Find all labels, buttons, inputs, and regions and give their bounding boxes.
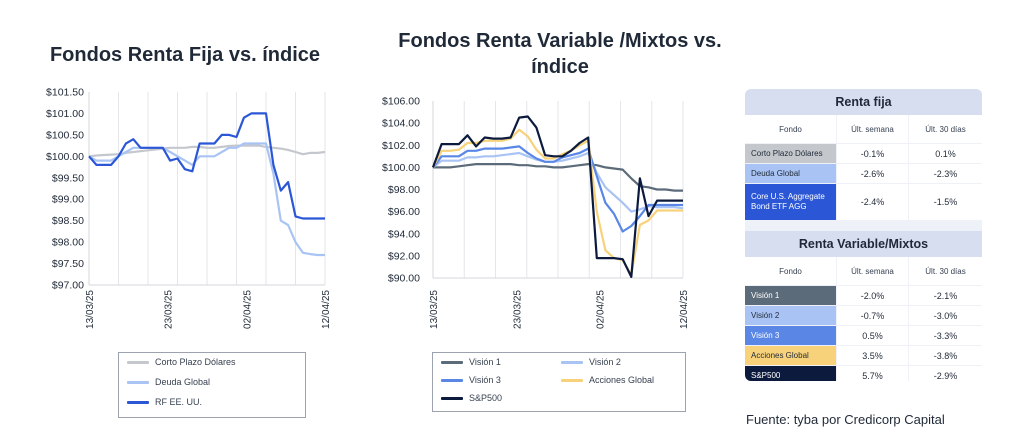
- chart-title-renta-variable: Fondos Renta Variable /Mixtos vs. índice: [398, 30, 722, 78]
- legend-swatch: [127, 380, 149, 384]
- series-line-s-p500: [431, 115, 683, 278]
- y-tick-label: $102.00: [382, 140, 420, 152]
- x-tick-label: 23/03/25: [512, 290, 523, 329]
- y-tick-label: $98.00: [388, 184, 420, 196]
- y-tick-label: $97.50: [52, 258, 84, 270]
- source-note: Fuente: tyba por Credicorp Capital: [746, 412, 945, 427]
- legend-label: S&P500: [469, 393, 503, 403]
- table-30d-cell: -3.0%: [909, 306, 982, 325]
- legend-swatch: [561, 360, 583, 364]
- x-tick-label: 13/03/25: [85, 290, 96, 329]
- table-col-week: Últ. semana: [837, 115, 908, 143]
- legend-label: RF EE. UU.: [155, 397, 203, 407]
- table-col-week: Últ. semana: [837, 257, 908, 285]
- legend-swatch: [441, 360, 463, 364]
- table-week-cell: 0.5%: [837, 326, 908, 345]
- table-week-cell: -2.4%: [837, 184, 908, 220]
- table-30d-cell: 0.1%: [909, 144, 982, 163]
- table-week-cell: -2.0%: [837, 286, 908, 305]
- series-line-deuda-global: [88, 142, 325, 257]
- series-line-rf-ee-uu-: [88, 112, 325, 220]
- series-line-corto-plazo-d-lares: [88, 144, 326, 158]
- x-tick-label: 13/03/25: [429, 290, 440, 329]
- table-col-fondo: Fondo: [745, 257, 836, 285]
- y-tick-label: $97.00: [52, 280, 84, 292]
- legend-label: Visión 1: [469, 357, 501, 367]
- y-tick-label: $100.00: [46, 151, 84, 163]
- y-tick-label: $99.00: [52, 194, 84, 206]
- y-tick-label: $100.50: [46, 129, 84, 141]
- legend-item: Acciones Global: [561, 375, 654, 385]
- y-tick-label: $101.00: [46, 108, 84, 120]
- table-30d-cell: -3.3%: [909, 326, 982, 345]
- legend-label: Deuda Global: [155, 377, 211, 387]
- legend-item: Deuda Global: [127, 377, 210, 387]
- y-tick-label: $104.00: [382, 118, 420, 130]
- legend-label: Visión 2: [589, 357, 621, 367]
- table-section-header: Renta fija: [745, 89, 982, 115]
- table-fund-cell: Core U.S. Aggregate Bond ETF AGG: [745, 184, 836, 220]
- legend-label: Acciones Global: [589, 375, 655, 385]
- legend-item: Corto Plazo Dólares: [127, 357, 236, 367]
- table-30d-cell: -2.9%: [909, 366, 982, 381]
- y-tick-label: $92.00: [388, 250, 420, 262]
- y-tick-label: $106.00: [382, 96, 420, 108]
- legend-item: RF EE. UU.: [127, 397, 202, 407]
- table-fund-cell: Visión 3: [745, 326, 836, 345]
- legend-renta-variable: Visión 1 Visión 2 Visión 3 Acciones Global S…: [432, 352, 686, 412]
- y-tick-label: $96.00: [388, 206, 420, 218]
- y-tick-label: $99.50: [52, 172, 84, 184]
- table-30d-cell: -1.5%: [909, 184, 982, 220]
- returns-table: Renta fija Fondo Últ. semana Últ. 30 días Co…: [745, 89, 982, 381]
- legend-item: Visión 2: [561, 357, 621, 367]
- table-col-30d: Últ. 30 días: [909, 257, 982, 285]
- legend-item: Visión 3: [441, 375, 501, 385]
- legend-swatch: [441, 378, 463, 382]
- table-fund-cell: Deuda Global: [745, 164, 836, 183]
- y-tick-label: $100.00: [382, 162, 420, 174]
- y-tick-label: $98.50: [52, 215, 84, 227]
- table-fund-cell: Visión 2: [745, 306, 836, 325]
- y-tick-label: $90.00: [388, 273, 420, 285]
- y-tick-label: $94.00: [388, 228, 420, 240]
- table-week-cell: -0.1%: [837, 144, 908, 163]
- table-fund-cell: Acciones Global: [745, 346, 836, 365]
- table-fund-cell: Corto Plazo Dólares: [745, 144, 836, 163]
- table-30d-cell: -3.8%: [909, 346, 982, 365]
- table-fund-cell: Visión 1: [745, 286, 836, 305]
- legend-renta-fija: Corto Plazo Dólares Deuda Global RF EE. UU…: [118, 352, 306, 418]
- series-line-visi-n-2: [432, 151, 684, 213]
- x-tick-label: 12/04/25: [679, 290, 690, 329]
- table-col-fondo: Fondo: [745, 115, 836, 143]
- legend-swatch: [127, 400, 149, 404]
- legend-label: Corto Plazo Dólares: [155, 357, 236, 367]
- table-section-header: Renta Variable/Mixtos: [745, 231, 982, 257]
- table-fund-cell: S&P500: [745, 366, 836, 381]
- table-week-cell: -0.7%: [837, 306, 908, 325]
- y-tick-label: $98.00: [52, 237, 84, 249]
- legend-swatch: [127, 360, 149, 364]
- chart-title-renta-fija: Fondos Renta Fija vs. índice: [49, 44, 321, 66]
- legend-item: Visión 1: [441, 357, 501, 367]
- legend-item: S&P500: [441, 393, 502, 403]
- table-week-cell: 5.7%: [837, 366, 908, 381]
- table-30d-cell: -2.1%: [909, 286, 982, 305]
- table-week-cell: 3.5%: [837, 346, 908, 365]
- legend-swatch: [441, 396, 463, 400]
- x-tick-label: 02/04/25: [242, 290, 253, 329]
- x-tick-label: 12/04/25: [321, 290, 332, 329]
- table-30d-cell: -2.3%: [909, 164, 982, 183]
- legend-label: Visión 3: [469, 375, 501, 385]
- x-tick-label: 02/04/25: [596, 290, 607, 329]
- series-line-visi-n-3: [432, 145, 683, 233]
- y-tick-label: $101.50: [46, 87, 84, 99]
- table-col-30d: Últ. 30 días: [909, 115, 982, 143]
- table-week-cell: -2.6%: [837, 164, 908, 183]
- legend-swatch: [561, 378, 583, 382]
- x-tick-label: 23/03/25: [164, 290, 175, 329]
